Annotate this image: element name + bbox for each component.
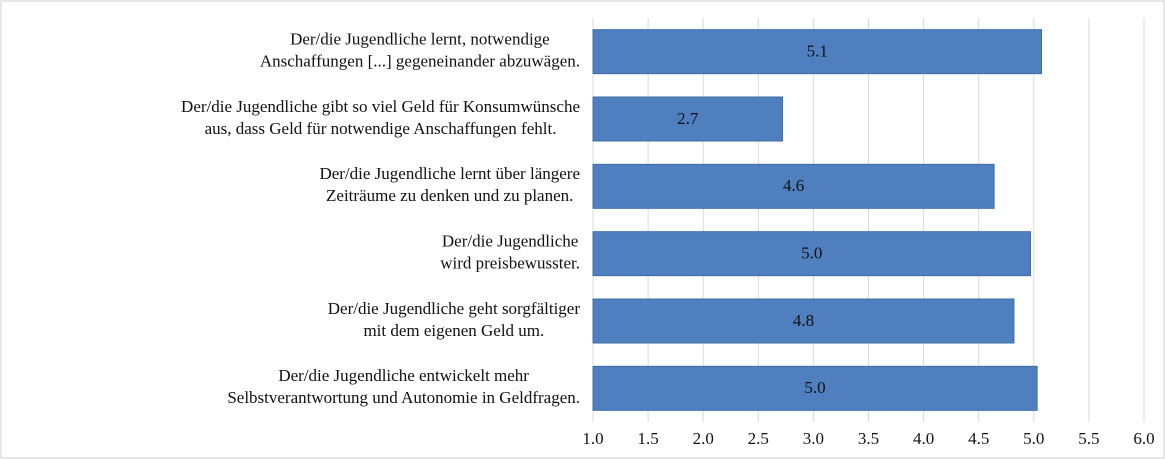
bar xyxy=(592,231,1031,277)
x-tick-label: 2.5 xyxy=(748,429,769,448)
category-label: Anschaffungen [...] gegeneinander abzuwä… xyxy=(260,52,580,71)
category-label: Der/die Jugendliche lernt, notwendige xyxy=(290,30,550,49)
bar xyxy=(592,163,995,209)
category-label: mit dem eigenen Geld um. xyxy=(363,321,544,340)
bar xyxy=(592,29,1043,75)
x-tick-label: 4.0 xyxy=(913,429,934,448)
value-label: 2.7 xyxy=(677,109,699,128)
value-label: 5.1 xyxy=(807,42,828,61)
category-label: Der/die Jugendliche geht sorgfältiger xyxy=(328,299,581,318)
x-tick-label: 5.0 xyxy=(1023,429,1044,448)
value-label: 4.8 xyxy=(793,311,814,330)
category-label: wird preisbewusster. xyxy=(440,254,580,273)
x-tick-label: 4.5 xyxy=(968,429,989,448)
x-tick-label: 5.5 xyxy=(1078,429,1099,448)
category-label: Der/die Jugendliche lernt über längere xyxy=(319,164,580,183)
bar xyxy=(592,365,1038,411)
category-label: aus, dass Geld für notwendige Anschaffun… xyxy=(205,119,557,138)
x-tick-label: 6.0 xyxy=(1133,429,1154,448)
category-label: Selbstverantwortung und Autonomie in Gel… xyxy=(227,388,580,407)
bar xyxy=(592,96,784,142)
category-label: Der/die Jugendliche entwickelt mehr xyxy=(278,366,529,385)
value-label: 5.0 xyxy=(804,378,825,397)
category-label: Der/die Jugendliche xyxy=(442,232,578,251)
x-tick-label: 2.0 xyxy=(693,429,714,448)
x-tick-label: 1.0 xyxy=(582,429,603,448)
value-label: 4.6 xyxy=(783,176,804,195)
x-tick-label: 1.5 xyxy=(637,429,658,448)
x-tick-label: 3.0 xyxy=(803,429,824,448)
x-tick-label: 3.5 xyxy=(858,429,879,448)
category-label: Zeiträume zu denken und zu planen. xyxy=(326,186,573,205)
category-label: Der/die Jugendliche gibt so viel Geld fü… xyxy=(181,97,580,116)
bar xyxy=(592,298,1015,344)
value-label: 5.0 xyxy=(801,244,822,263)
